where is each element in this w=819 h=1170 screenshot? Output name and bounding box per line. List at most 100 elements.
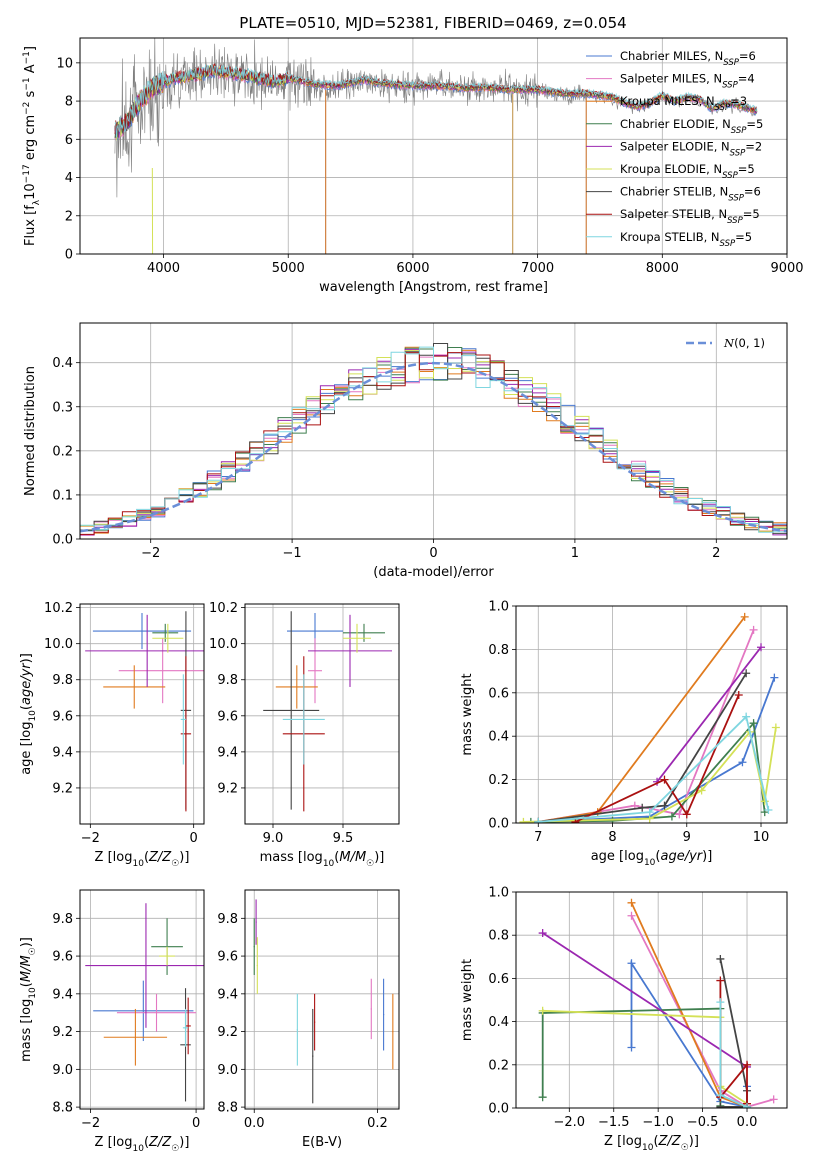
axes-frame bbox=[79, 37, 788, 255]
x-tick-label: 8 bbox=[608, 830, 616, 845]
axes-frame bbox=[244, 889, 400, 1110]
legend-label: Salpeter MILES, NSSP=4 bbox=[620, 72, 755, 91]
errorbar-point-8 bbox=[182, 1008, 189, 1047]
y-label-part: age [log bbox=[19, 722, 34, 775]
axes-frame bbox=[515, 891, 788, 1109]
y-label-part: λ bbox=[32, 199, 42, 205]
x-tick-label: 2 bbox=[712, 546, 720, 561]
mass-weight-series-8 bbox=[716, 998, 752, 1108]
y-tick-label: 9.6 bbox=[217, 709, 238, 724]
legend-sub: SSP bbox=[720, 239, 736, 249]
y-axis-label: mass weight bbox=[460, 673, 475, 755]
x-label-part: M/M bbox=[339, 850, 366, 865]
errorbar-point-2 bbox=[392, 993, 394, 1070]
y-label-part: −17 bbox=[22, 164, 32, 183]
y-tick-label: 1.0 bbox=[488, 886, 509, 901]
y-tick-label: 10.0 bbox=[209, 637, 238, 652]
plus-marker bbox=[769, 1095, 778, 1104]
plus-marker bbox=[534, 817, 543, 823]
model-spectrum-8 bbox=[114, 64, 758, 138]
x-tick-label: −2 bbox=[141, 546, 160, 561]
plus-marker bbox=[538, 1093, 547, 1102]
y-tick-label: 4 bbox=[65, 171, 73, 186]
y-tick-label: 0.0 bbox=[52, 533, 73, 548]
y-axis-label: mass [log10(M/M☉)] bbox=[19, 937, 38, 1062]
axes-frame bbox=[79, 322, 788, 540]
plus-marker bbox=[538, 1006, 547, 1015]
legend-n: =6 bbox=[744, 185, 761, 199]
y-label-part: mass weight bbox=[460, 673, 475, 755]
series-line bbox=[538, 677, 776, 823]
x-label-part: ( bbox=[653, 1134, 658, 1149]
plot-area bbox=[253, 899, 394, 1104]
legend-n: =5 bbox=[738, 162, 755, 176]
legend-label: Chabrier STELIB, NSSP=6 bbox=[620, 185, 761, 204]
x-label-part: age [log bbox=[591, 849, 644, 864]
x-label-part: Z [log bbox=[95, 850, 133, 865]
series-line bbox=[538, 629, 755, 823]
x-label-part: ( bbox=[144, 850, 149, 865]
x-tick-label: −1 bbox=[283, 546, 302, 561]
x-label-part: ( bbox=[655, 849, 660, 864]
panel-spectrum: 4000 5000 6000 7000 8000 9000 0 2 4 6 8 10 wavelengt… bbox=[22, 37, 804, 295]
y-tick-label: 9.6 bbox=[52, 950, 73, 965]
panel-age_vs_Z: −2 09.29.49.69.810.010.2Z [log10(Z/Z☉)]ag… bbox=[19, 601, 205, 869]
legend-name: Kroupa ELODIE, N bbox=[620, 162, 722, 176]
legend-sub: SSP bbox=[722, 171, 738, 181]
legend-name: Kroupa MILES, N bbox=[620, 94, 715, 108]
y-tick-label: 0.2 bbox=[52, 444, 73, 459]
y-tick-label: 9.6 bbox=[217, 950, 238, 965]
panel-mass_vs_ebv: 0.0 0.2 8.8 9.0 9.2 9.4 9.6 9.8 E(B-V) bbox=[217, 889, 400, 1150]
errorbar-point-6 bbox=[312, 1008, 314, 1104]
legend-n: =3 bbox=[730, 94, 747, 108]
y-tick-label: 9.2 bbox=[52, 1025, 73, 1040]
plus-marker bbox=[757, 643, 766, 652]
plus-marker bbox=[608, 816, 617, 823]
x-tick-label: 9.5 bbox=[333, 831, 354, 846]
x-axis-label: wavelength [Angstrom, rest frame] bbox=[319, 280, 548, 295]
mass-weight-series-3 bbox=[526, 719, 769, 823]
plus-marker bbox=[519, 817, 528, 823]
y-tick-label: 0.6 bbox=[488, 686, 509, 701]
y-axis-label: Normed distribution bbox=[23, 366, 38, 496]
y-tick-label: 9.6 bbox=[52, 709, 73, 724]
x-label-part: ☉ bbox=[171, 859, 179, 869]
x-tick-label: 9.0 bbox=[263, 831, 284, 846]
legend-n: =2 bbox=[745, 139, 762, 153]
y-tick-label: 9.2 bbox=[217, 1025, 238, 1040]
plus-marker bbox=[682, 810, 691, 819]
y-label-part: −2 bbox=[22, 102, 32, 115]
panel-massweight_vs_Z: −2.0 −1.5 −1.0 −0.5 0.0 0.0 0.2 0.4 0.6 0.8 1.0 Z [… bbox=[460, 886, 788, 1153]
errorbar-point-4 bbox=[255, 899, 257, 945]
y-tick-label: 0.3 bbox=[52, 400, 73, 415]
plus-marker bbox=[743, 1060, 752, 1069]
x-label-part: 10 bbox=[323, 859, 335, 869]
y-label-part: Flux [f bbox=[23, 205, 38, 246]
y-tick-label: 0.2 bbox=[488, 773, 509, 788]
plus-marker bbox=[738, 758, 747, 767]
y-tick-label: 9.4 bbox=[217, 745, 238, 760]
x-tick-label: −0.5 bbox=[687, 1115, 719, 1130]
x-axis-label: (data-model)/error bbox=[373, 565, 494, 580]
legend-sub: SSP bbox=[722, 81, 738, 91]
errorbar-point-1 bbox=[308, 638, 322, 704]
x-label-part: age/yr bbox=[660, 849, 703, 864]
y-label-part: ] bbox=[23, 46, 38, 51]
x-label-part: ☉ bbox=[366, 859, 374, 869]
x-axis-label: mass [log10(M/M☉)] bbox=[260, 850, 385, 869]
legend-name: Salpeter MILES, N bbox=[620, 72, 722, 86]
plus-marker bbox=[749, 625, 758, 634]
legend-label: Chabrier MILES, NSSP=6 bbox=[620, 49, 756, 68]
x-label-part: Z/Z bbox=[148, 850, 172, 865]
x-tick-label: 7 bbox=[534, 830, 542, 845]
x-axis-label: Z [log10(Z/Z☉)] bbox=[95, 1135, 190, 1154]
mass-weight-series-0 bbox=[627, 959, 752, 1108]
grid bbox=[245, 604, 399, 824]
x-label-part: (data-model)/error bbox=[373, 565, 494, 580]
y-tick-label: 9.2 bbox=[217, 781, 238, 796]
y-label-part: s bbox=[23, 90, 38, 101]
x-tick-label: 1 bbox=[571, 546, 579, 561]
legend-sub: SSP bbox=[730, 148, 746, 158]
mass-weight-series-4 bbox=[653, 643, 766, 786]
series-line bbox=[542, 932, 748, 1068]
